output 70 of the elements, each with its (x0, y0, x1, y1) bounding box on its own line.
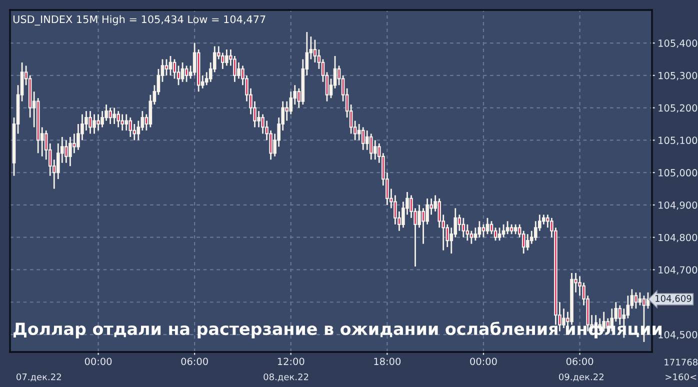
candlestick (514, 224, 518, 235)
candlestick (482, 224, 486, 238)
candlestick (365, 130, 369, 151)
candlestick (466, 224, 470, 242)
candlestick (237, 62, 240, 80)
candlestick (112, 107, 116, 125)
candlestick (92, 114, 96, 134)
candlestick (176, 65, 180, 86)
x-tick-label: 06:00 (181, 358, 208, 366)
candlestick (72, 133, 76, 154)
candlestick (490, 220, 494, 235)
x-tick-label: 00:00 (84, 358, 112, 366)
candlestick (108, 107, 112, 125)
candlestick (494, 226, 498, 242)
candlestick (164, 58, 168, 76)
y-tick-label: 105,000 (658, 169, 698, 178)
candlestick (168, 55, 172, 76)
x-tick-label: 06:00 (566, 358, 594, 366)
candlestick (373, 140, 377, 160)
y-tick-label: 104,800 (658, 234, 698, 242)
y-tick-label: 105,400 (658, 40, 698, 48)
candlestick (638, 292, 642, 306)
candlestick (502, 224, 506, 238)
candlestick (64, 140, 68, 164)
candlestick (470, 230, 474, 245)
candlestick (88, 110, 92, 134)
y-tick-label: 104,900 (658, 201, 698, 210)
candlestick (422, 208, 425, 245)
x-tick-label: 12:00 (278, 358, 304, 366)
text: 171768 (664, 358, 698, 366)
text: 08.дек.22 (264, 373, 308, 382)
candlestick (120, 114, 124, 132)
candlestick (225, 48, 228, 66)
candlestick (510, 224, 514, 235)
candlestick (116, 110, 120, 128)
chart-subtitle: USD_INDEX 15M High = 105,434 Low = 104,477 (13, 15, 266, 26)
candlestick (313, 39, 317, 64)
candlestick (357, 123, 361, 141)
candlestick (634, 292, 638, 310)
candlestick (486, 217, 490, 235)
y-tick-label: 105,300 (658, 72, 698, 80)
candlestick (124, 114, 128, 132)
candlestick (172, 58, 176, 80)
candlestick (474, 226, 478, 242)
text: 07.дек.22 (16, 373, 61, 382)
candlestick (180, 62, 184, 83)
candlestick (506, 220, 510, 235)
x-tick-label: 00:00 (470, 358, 497, 366)
y-tick-label: 105,100 (658, 136, 698, 146)
x-tick-label: 18:00 (374, 358, 401, 366)
candlestick (478, 220, 482, 238)
candlestick (148, 94, 152, 128)
candlestick (96, 114, 100, 132)
candlestick (184, 65, 188, 83)
candlestick (498, 226, 502, 242)
candlestick (369, 133, 373, 160)
text: >160< (666, 373, 696, 380)
candlestick (68, 136, 72, 167)
y-tick-label: 105,200 (658, 104, 698, 113)
text: 09.дек.22 (558, 373, 604, 382)
candlestick (140, 110, 144, 132)
y-tick-label: 104,700 (658, 266, 698, 275)
annotation: 104,609 (656, 295, 692, 303)
candlestick (562, 308, 566, 329)
candlestick (462, 217, 466, 238)
candlestick (128, 116, 132, 138)
candlestick (361, 126, 365, 151)
candlestick (285, 100, 289, 122)
candlestick (526, 233, 530, 251)
candlestick (257, 110, 260, 128)
